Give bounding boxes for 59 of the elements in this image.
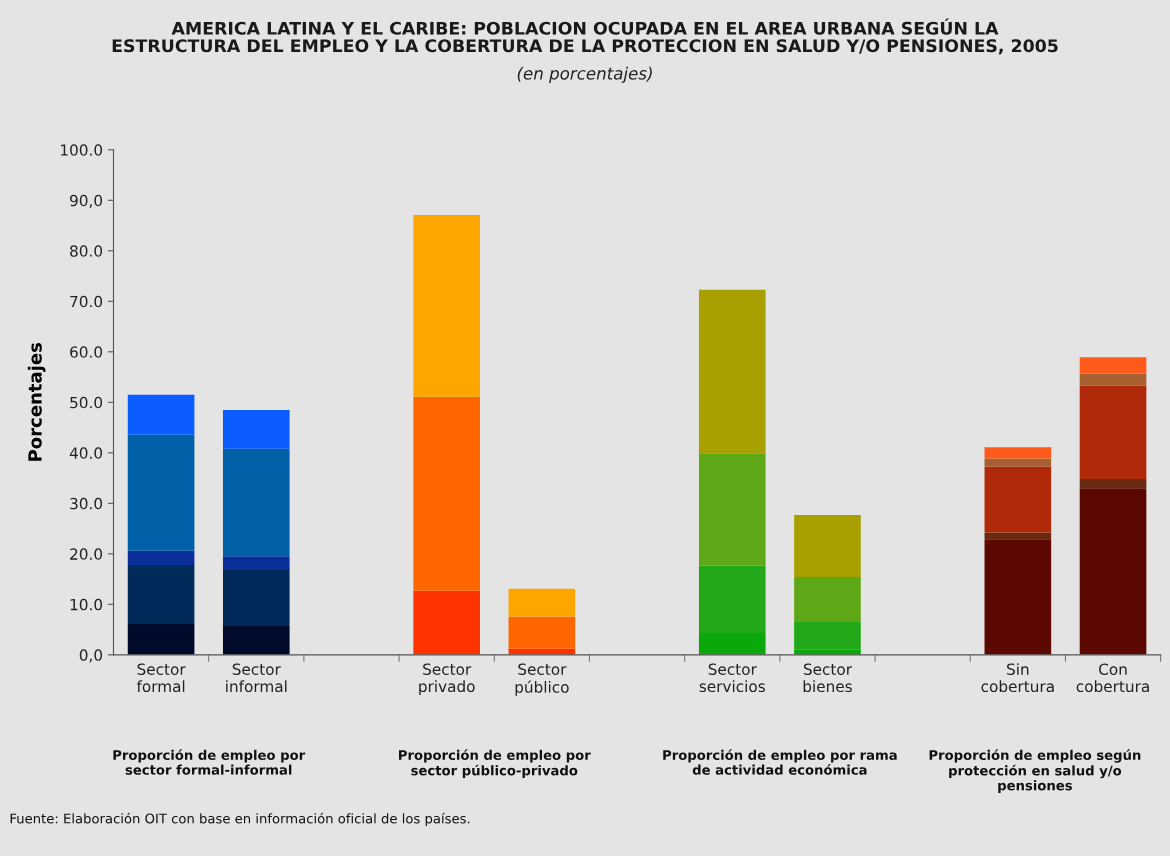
text: Proporción de empleo por sector formal-informal bbox=[113, 749, 306, 775]
bar bbox=[222, 556, 290, 570]
bar bbox=[413, 214, 480, 397]
bar bbox=[1079, 357, 1147, 374]
y-tick-label: 30.0 bbox=[70, 497, 103, 510]
bar bbox=[794, 514, 861, 578]
y-tick-label: 20.0 bbox=[70, 548, 103, 560]
y-tick-label: 50.0 bbox=[70, 396, 103, 409]
bar bbox=[1079, 373, 1147, 386]
bar bbox=[508, 588, 576, 617]
bar bbox=[413, 396, 480, 591]
bar bbox=[698, 289, 766, 454]
bar bbox=[127, 564, 195, 625]
bar bbox=[984, 458, 1052, 467]
chart-title: AMERICA LATINA Y EL CARIBE: POBLACION OCUPADA EN EL AREA URBANA SEGÚN LA ESTRUCTURA DEL EMPLEO Y LA COBERTURA DE LA PROTECCION EN SALUD Y/O PENSIONES, 2005 bbox=[112, 18, 1058, 55]
bar bbox=[984, 532, 1052, 540]
bar bbox=[698, 565, 766, 634]
source-note: Fuente: Elaboración OIT con base en información oficial de los países. bbox=[10, 812, 470, 827]
bar bbox=[222, 626, 290, 655]
bar bbox=[698, 453, 766, 566]
x-tick-label: Sector bienes bbox=[803, 663, 853, 693]
x-tick-label: Sector formal bbox=[136, 663, 186, 693]
bar bbox=[508, 616, 576, 649]
bar bbox=[222, 409, 290, 449]
bar bbox=[698, 633, 766, 655]
y-axis-title: Porcentajes bbox=[27, 343, 46, 461]
text: Proporción de empleo por rama de actividad económica bbox=[663, 749, 897, 775]
y-tick-label: 0,0 bbox=[79, 649, 103, 663]
bar bbox=[984, 539, 1052, 655]
text: Proporción de empleo por sector público-privado bbox=[399, 749, 591, 778]
bar bbox=[222, 448, 290, 557]
bar bbox=[222, 569, 290, 627]
bar bbox=[413, 590, 480, 655]
bar bbox=[984, 466, 1052, 533]
bar bbox=[1079, 479, 1147, 489]
bar bbox=[127, 550, 195, 565]
bar bbox=[794, 622, 861, 650]
y-tick-label: 100.0 bbox=[61, 144, 103, 156]
x-tick-label: Sector privado bbox=[419, 663, 475, 696]
text: Proporción de empleo según protección en salud y/o pensiones bbox=[929, 749, 1141, 793]
y-tick-label: 70.0 bbox=[70, 295, 103, 308]
bar bbox=[984, 447, 1052, 459]
x-tick-label: Sin cobertura bbox=[981, 663, 1054, 693]
x-tick-label: Sector servicios bbox=[699, 663, 765, 693]
x-tick-label: Sector público bbox=[515, 663, 569, 696]
bar bbox=[127, 394, 195, 435]
y-tick-label: 60.0 bbox=[70, 346, 103, 358]
bar bbox=[127, 434, 195, 551]
bar bbox=[127, 624, 195, 655]
bar bbox=[794, 577, 861, 623]
y-tick-label: 40.0 bbox=[69, 447, 103, 459]
y-tick-label: 90,0 bbox=[70, 194, 103, 208]
bar bbox=[1079, 488, 1147, 655]
bar bbox=[1079, 385, 1147, 480]
x-tick-label: Sector informal bbox=[226, 663, 287, 693]
y-tick-label: 10.0 bbox=[70, 598, 103, 611]
x-tick-label: Con cobertura bbox=[1076, 663, 1149, 693]
chart-subtitle: (en porcentajes) bbox=[517, 66, 652, 83]
y-tick-label: 80.0 bbox=[70, 245, 103, 257]
